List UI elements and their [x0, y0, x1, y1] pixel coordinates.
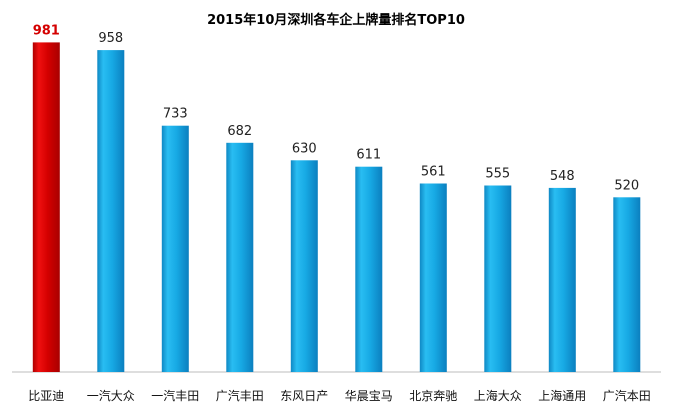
category-label-7: 北京奔驰: [409, 389, 457, 403]
bar-6: [355, 166, 383, 372]
value-label-7: 561: [421, 165, 446, 180]
value-label-6: 611: [356, 148, 381, 163]
category-label-4: 广汽丰田: [216, 388, 264, 403]
category-label-1: 比亚迪: [28, 389, 64, 403]
value-label-2: 958: [98, 31, 123, 46]
category-labels-layer: 比亚迪 一汽大众 一汽丰田 广汽丰田 东风日产 华晨宝马 北京奔驰 上海大众 上海通用 广汽本田: [28, 388, 651, 403]
category-label-5: 东风日产: [280, 389, 328, 403]
value-label-10: 520: [614, 178, 639, 193]
bar-10: [613, 197, 641, 372]
bar-1: [32, 42, 60, 373]
bar-7: [419, 183, 447, 372]
value-labels-layer: 981 958 733 682 630 611 561 555 548 520: [33, 23, 639, 193]
value-label-5: 630: [292, 141, 317, 156]
bar-5: [290, 160, 318, 372]
category-label-6: 华晨宝马: [345, 389, 393, 403]
bar-8: [484, 185, 512, 372]
bar-9: [548, 187, 576, 372]
value-label-8: 555: [485, 167, 510, 182]
bars-layer: [32, 42, 641, 373]
value-label-1: 981: [33, 23, 60, 38]
chart-title: 2015年10月深圳各车企上牌量排名TOP10: [207, 12, 465, 28]
bar-4: [226, 142, 254, 372]
value-label-3: 733: [163, 107, 188, 122]
value-label-9: 548: [550, 169, 575, 184]
bar-3: [161, 125, 189, 372]
bar-2: [97, 50, 125, 372]
category-label-9: 上海通用: [538, 388, 586, 403]
category-label-2: 一汽大众: [87, 388, 135, 403]
category-label-3: 一汽丰田: [151, 388, 199, 403]
category-label-8: 上海大众: [474, 388, 522, 403]
value-label-4: 682: [227, 124, 252, 139]
category-label-10: 广汽本田: [603, 388, 651, 403]
